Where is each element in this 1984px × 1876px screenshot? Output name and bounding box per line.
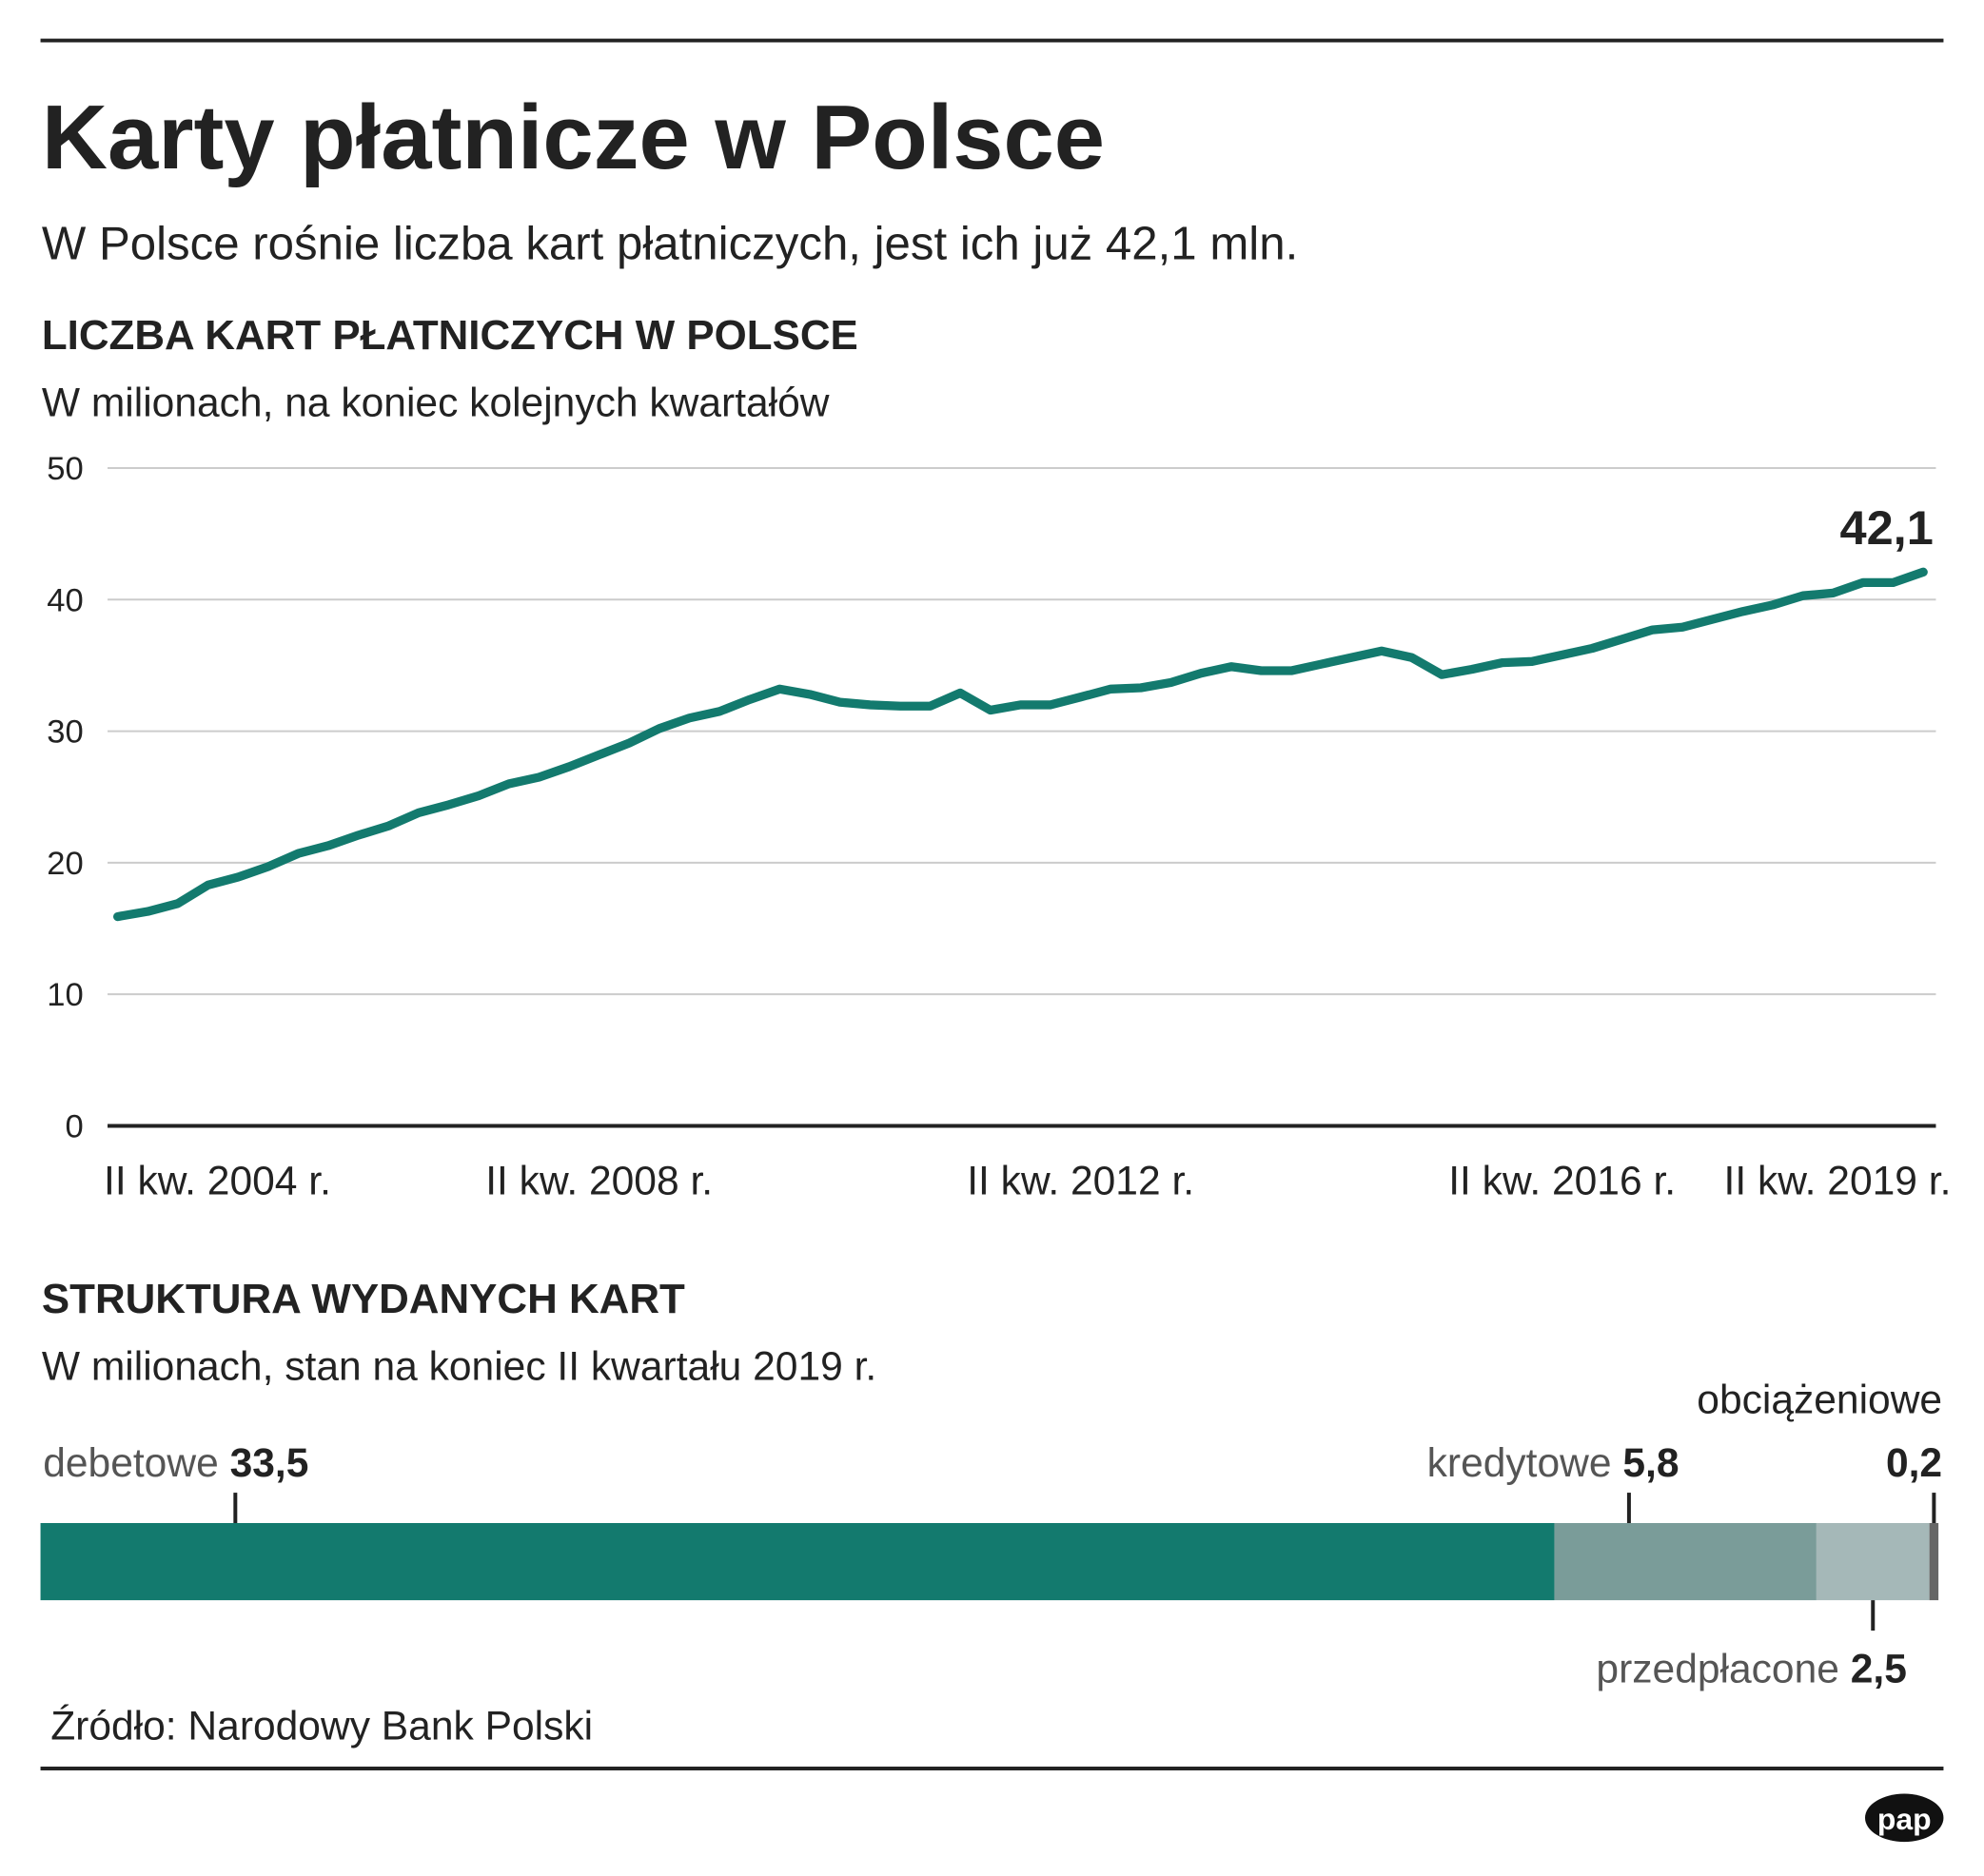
separator	[219, 1440, 230, 1486]
separator	[1612, 1440, 1623, 1486]
subtitle: W Polsce rośnie liczba kart płatniczych,…	[42, 218, 1298, 270]
bar-segment	[1554, 1522, 1817, 1601]
x-tick-label: II kw. 2019 r.	[1724, 1158, 1952, 1203]
logo: pap	[1877, 1802, 1932, 1836]
value-label: 33,5	[230, 1440, 309, 1486]
y-tick-label: 20	[47, 846, 83, 882]
y-tick-label: 10	[47, 977, 83, 1013]
segment-label: przedpłacone 2,5	[1596, 1647, 1906, 1692]
x-tick-label: II kw. 2012 r.	[967, 1158, 1194, 1203]
value-label: 0,2	[1886, 1440, 1942, 1486]
value-label: 42,1	[1839, 500, 1933, 555]
segment-label: debetowe 33,5	[43, 1440, 308, 1486]
segment-name: przedpłacone	[1596, 1647, 1838, 1692]
y-tick-label: 40	[47, 582, 83, 618]
x-tick-label: II kw. 2004 r.	[104, 1158, 331, 1203]
chart-title: STRUKTURA WYDANYCH KART	[42, 1276, 685, 1322]
source: Źródło: Narodowy Bank Polski	[50, 1703, 593, 1749]
logo-badge	[1865, 1793, 1944, 1843]
title: Karty płatnicze w Polsce	[42, 87, 1105, 188]
y-tick-label: 50	[47, 451, 83, 487]
chart-title: LICZBA KART PŁATNICZYCH W POLSCE	[42, 312, 858, 359]
value-label: 2,5	[1851, 1647, 1907, 1692]
y-tick-label: 0	[66, 1108, 84, 1144]
y-tick-label: 30	[47, 714, 83, 751]
x-tick-label: II kw. 2016 r.	[1448, 1158, 1676, 1203]
bar-segment	[1929, 1522, 1939, 1601]
segment-name: debetowe	[43, 1440, 219, 1486]
bar-segment	[40, 1522, 1555, 1601]
bar-segment	[1816, 1522, 1930, 1601]
chart-subtitle: W milionach, na koniec kolejnych kwartał…	[42, 380, 830, 425]
line	[113, 567, 1928, 922]
chart-subtitle: W milionach, stan na koniec II kwartału …	[42, 1344, 876, 1390]
x-tick-label: II kw. 2008 r.	[485, 1158, 713, 1203]
segment-name: kredytowe	[1427, 1440, 1612, 1486]
value-label: 5,8	[1622, 1440, 1679, 1486]
segment-name: obciążeniowe	[1697, 1377, 1942, 1422]
separator	[1839, 1647, 1851, 1692]
segment-label: kredytowe 5,8	[1427, 1440, 1680, 1486]
